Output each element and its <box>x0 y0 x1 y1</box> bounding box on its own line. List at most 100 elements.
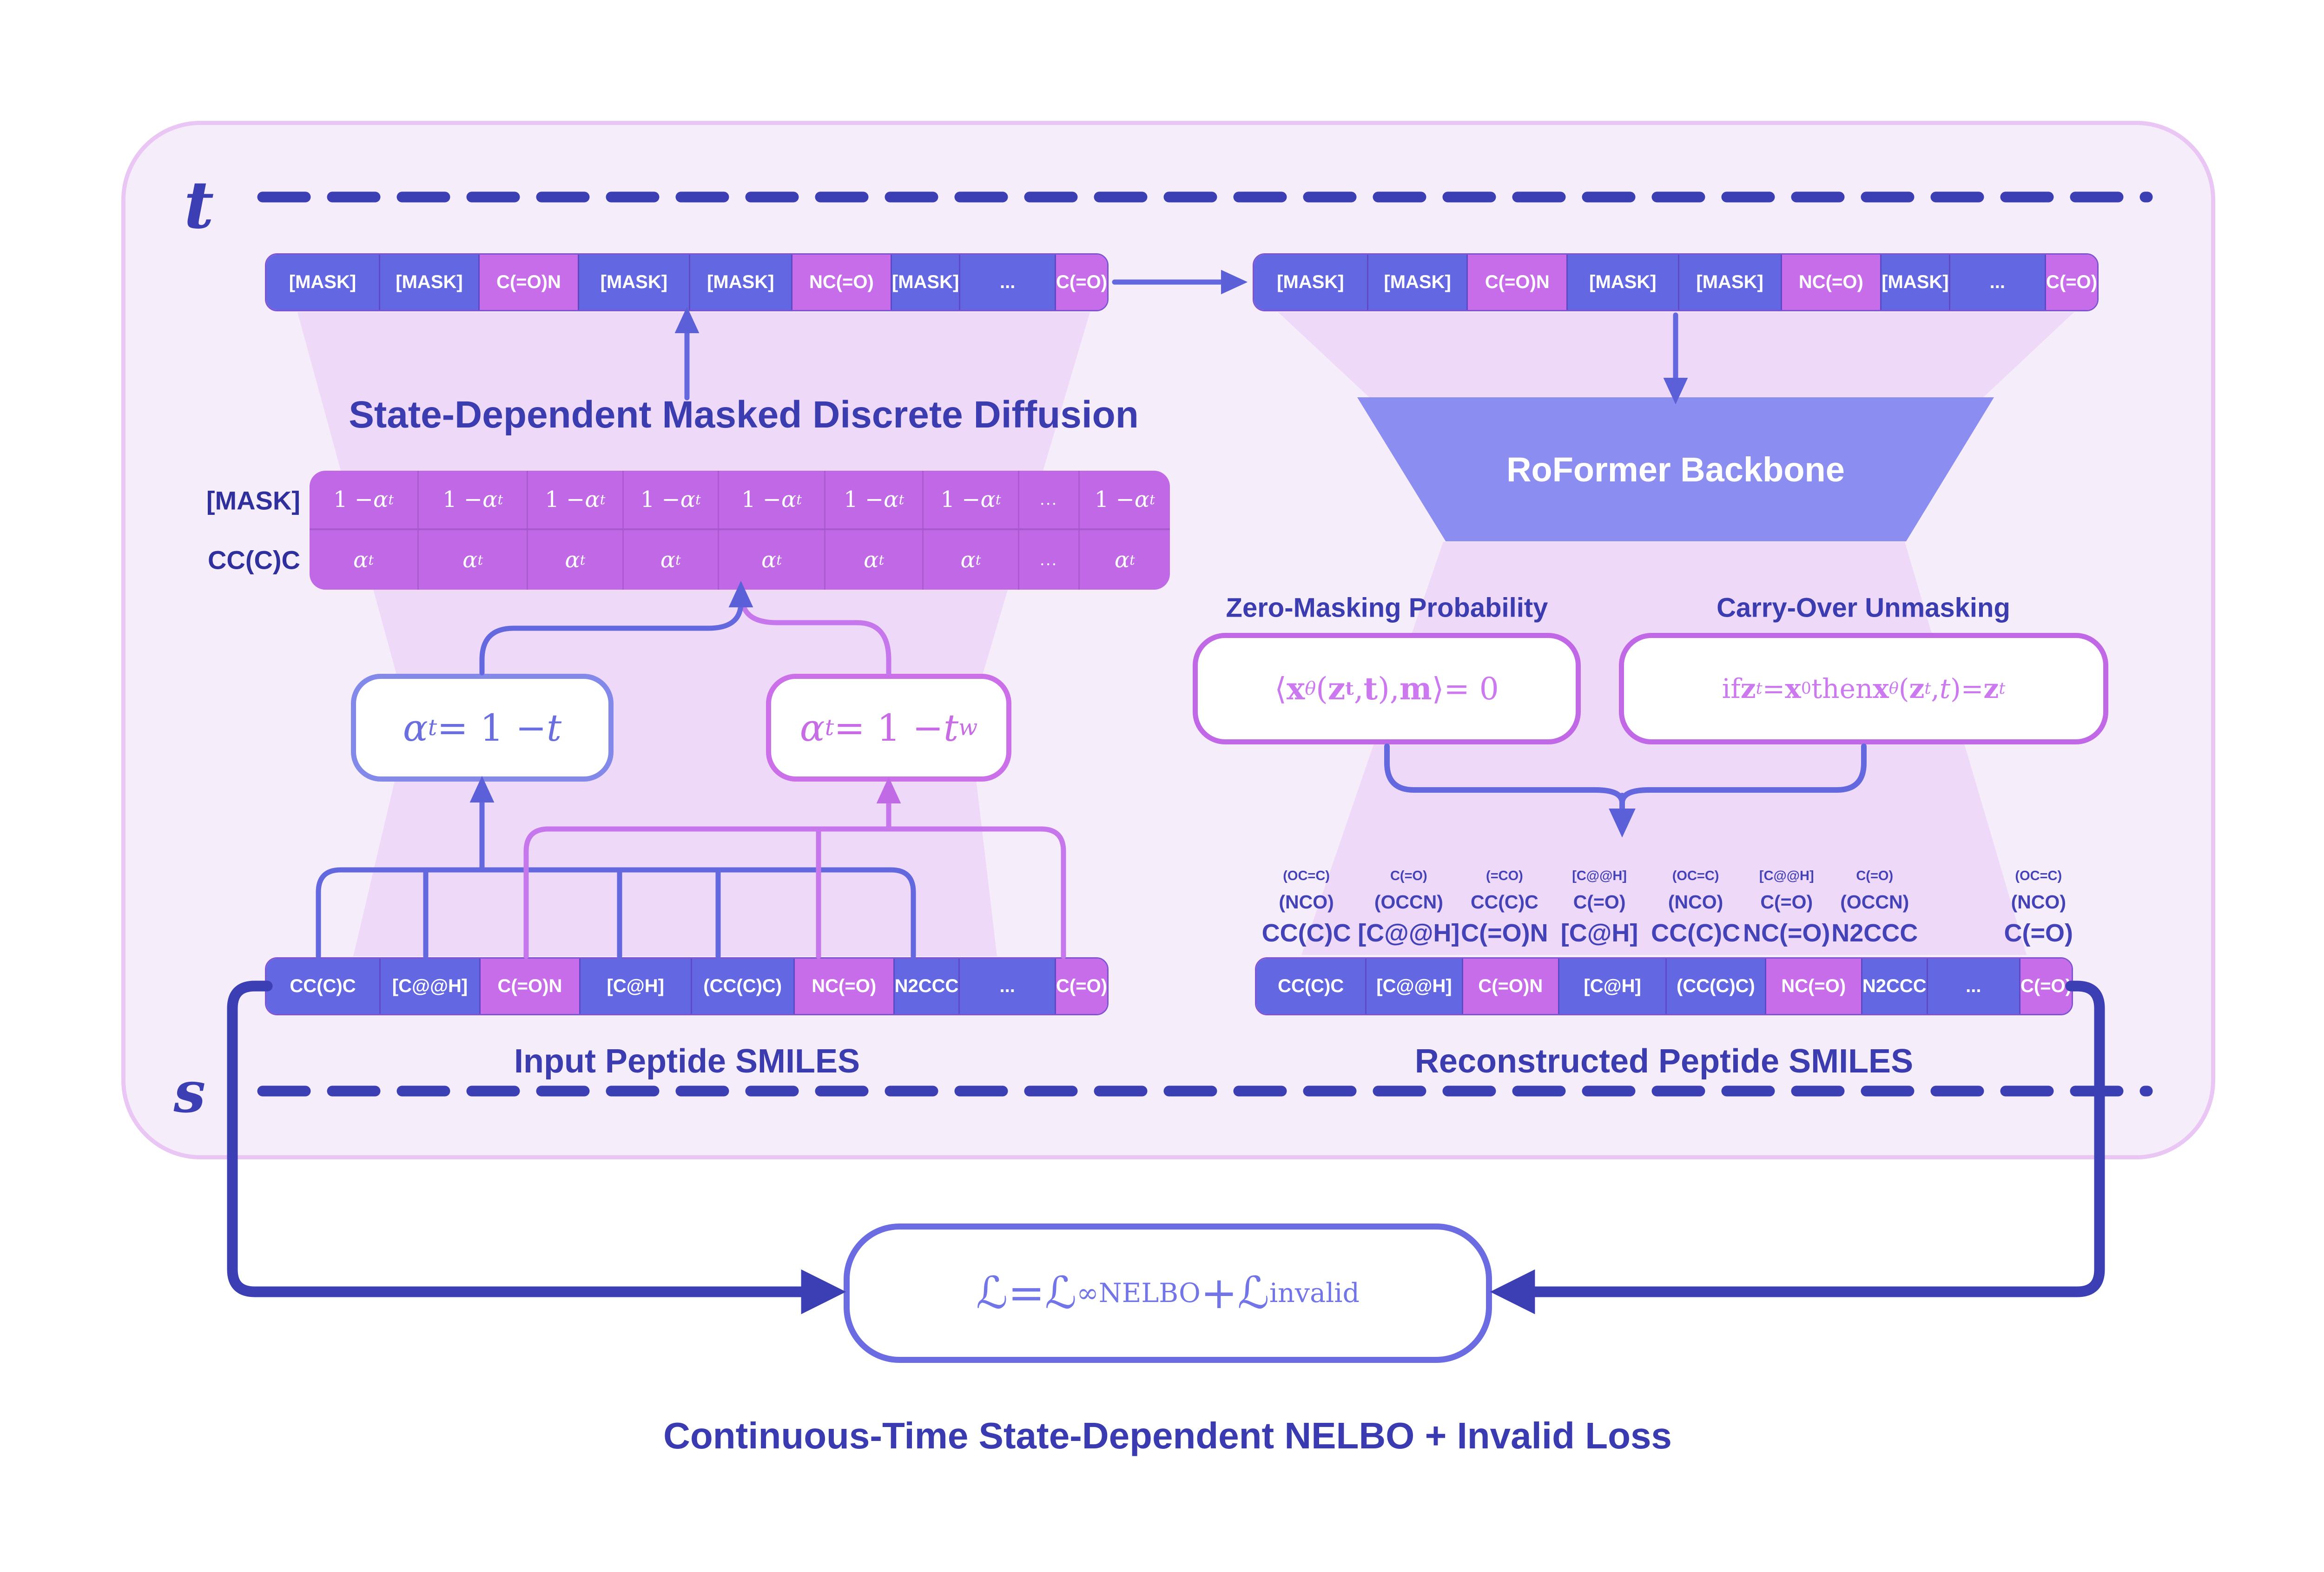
candidate-stack: C(=O) (OCCN) N2CCC <box>1831 846 1918 950</box>
time-t-label: t <box>184 167 214 243</box>
candidate-main: CC(C)C <box>1261 919 1351 947</box>
candidate-minor: [C@@H] <box>1759 868 1814 883</box>
reconstructed-row-label: Reconstructed Peptide SMILES <box>1414 1043 1914 1080</box>
candidate-minor: (=CO) <box>1486 868 1523 883</box>
reconstruction-candidate-stacks: (OC=C) (NCO) CC(C)C C(=O) (OCCN) [C@@H] … <box>1255 846 2073 950</box>
token-cell: C(=O) <box>1056 255 1107 310</box>
candidate-stack: (OC=C) (NCO) CC(C)C <box>1650 846 1742 950</box>
input-row-label: Input Peptide SMILES <box>514 1043 860 1080</box>
loss-caption: Continuous-Time State-Dependent NELBO + … <box>663 1415 1672 1456</box>
candidate-alt: (NCO) <box>1279 891 1334 913</box>
token-cell: C(=O) <box>2046 255 2097 310</box>
candidate-minor: [C@@H] <box>1572 868 1627 883</box>
token-cell: [MASK] <box>690 255 792 310</box>
candidate-main: C(=O) <box>2004 919 2073 947</box>
token-cell: [MASK] <box>1882 255 1950 310</box>
zero-masking-formula-box: ⟨ x θ(z t, t), m ⟩ = 0 <box>1193 633 1581 744</box>
noised-token-row-right: [MASK] [MASK] C(=O)N [MASK] [MASK] NC(=O) [MAS… <box>1253 253 2099 311</box>
token-cell: NC(=O) <box>794 959 895 1014</box>
token-cell: (CC(C)C) <box>1667 959 1766 1014</box>
candidate-stack: [C@@H] C(=O) [C@H] <box>1549 846 1650 950</box>
table-row-label-mask: [MASK] <box>206 486 300 515</box>
token-cell: N2CCC <box>1862 959 1928 1014</box>
candidate-stack: (OC=C) (NCO) CC(C)C <box>1255 846 1358 950</box>
token-cell: C(=O)N <box>480 959 581 1014</box>
candidate-main: C(=O)N <box>1461 919 1548 947</box>
token-probability-row: α t α t α t α t α t α t α t... α t <box>310 530 1170 590</box>
token-cell: [MASK] <box>1254 255 1368 310</box>
reconstructed-token-row: CC(C)C [C@@H] C(=O)N [C@H] (CC(C)C) NC(=O) N2C… <box>1255 957 2073 1015</box>
roformer-backbone: RoFormer Backbone <box>1357 397 1994 541</box>
token-cell: ... <box>1928 959 2020 1014</box>
token-cell: [MASK] <box>266 255 380 310</box>
token-cell: C(=O)N <box>479 255 579 310</box>
token-cell: [MASK] <box>1568 255 1679 310</box>
candidate-main: [C@@H] <box>1358 919 1460 947</box>
candidate-main: [C@H] <box>1560 919 1638 947</box>
candidate-alt: (NCO) <box>2011 891 2066 913</box>
token-cell: C(=O) <box>1056 959 1107 1014</box>
token-cell: C(=O) <box>2020 959 2072 1014</box>
carry-over-heading: Carry-Over Unmasking <box>1717 592 2010 623</box>
candidate-main: CC(C)C <box>1651 919 1741 947</box>
token-cell: (CC(C)C) <box>692 959 795 1014</box>
candidate-alt: C(=O) <box>1760 891 1813 913</box>
candidate-minor: (OC=C) <box>1283 868 1330 883</box>
candidate-minor: C(=O) <box>1390 868 1427 883</box>
token-cell: NC(=O) <box>792 255 892 310</box>
table-row-label-token: CC(C)C <box>207 545 300 575</box>
ellipsis-cell: ... <box>1019 471 1080 528</box>
token-cell: [MASK] <box>380 255 480 310</box>
noised-token-row-left: [MASK] [MASK] C(=O)N [MASK] [MASK] NC(=O) [MAS… <box>265 253 1109 311</box>
token-cell: [MASK] <box>1368 255 1468 310</box>
candidate-stack: [C@@H] C(=O) NC(=O) <box>1742 846 1831 950</box>
time-s-label: s <box>173 1059 206 1125</box>
candidate-main: NC(=O) <box>1743 919 1830 947</box>
token-cell: [MASK] <box>579 255 690 310</box>
zero-masking-heading: Zero-Masking Probability <box>1226 592 1548 623</box>
input-token-row: CC(C)C [C@@H] C(=O)N [C@H] (CC(C)C) NC(=O) N2C… <box>265 957 1109 1015</box>
candidate-alt: (NCO) <box>1668 891 1723 913</box>
candidate-main: N2CCC <box>1831 919 1918 947</box>
ellipsis-cell: ... <box>1019 530 1080 590</box>
candidate-stack <box>1918 846 2004 950</box>
candidate-minor: (OC=C) <box>2015 868 2062 883</box>
token-cell: [MASK] <box>1679 255 1782 310</box>
token-cell: CC(C)C <box>266 959 381 1014</box>
token-cell: [C@H] <box>580 959 692 1014</box>
token-cell: ... <box>960 255 1056 310</box>
candidate-stack: C(=O) (OCCN) [C@@H] <box>1358 846 1459 950</box>
candidate-alt: (OCCN) <box>1374 891 1443 913</box>
candidate-minor: C(=O) <box>1856 868 1894 883</box>
token-cell: C(=O)N <box>1468 255 1568 310</box>
token-cell: [C@H] <box>1559 959 1667 1014</box>
token-cell: NC(=O) <box>1782 255 1882 310</box>
token-cell: C(=O)N <box>1463 959 1559 1014</box>
token-cell: N2CCC <box>894 959 960 1014</box>
diffusion-heading: State-Dependent Masked Discrete Diffusio… <box>349 394 1139 436</box>
token-cell: [C@@H] <box>1367 959 1463 1014</box>
token-cell: NC(=O) <box>1766 959 1862 1014</box>
